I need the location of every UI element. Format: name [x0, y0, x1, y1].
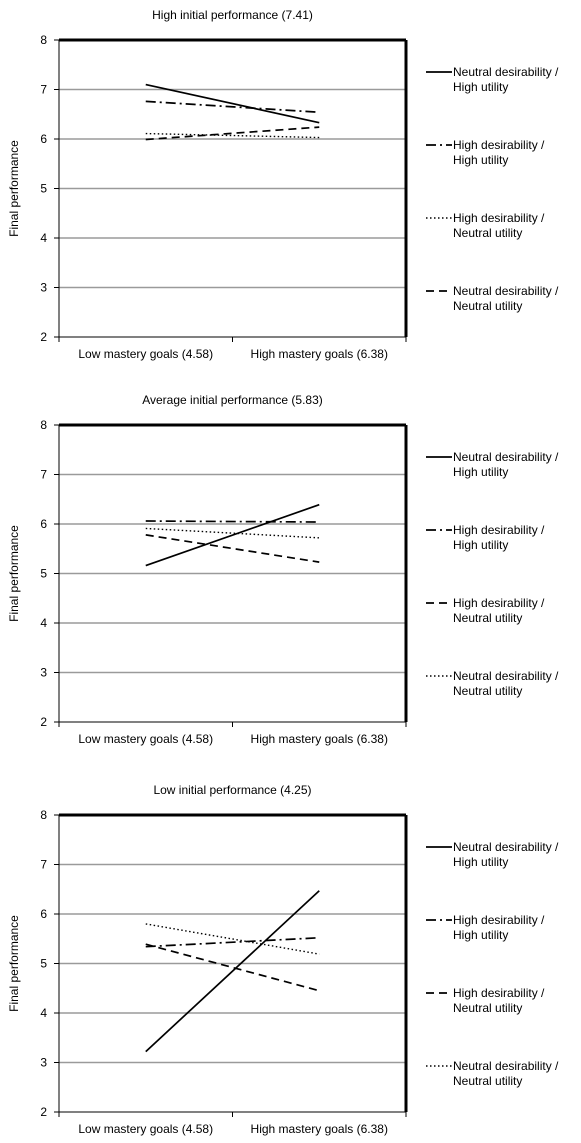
- y-tick-label: 2: [40, 330, 47, 344]
- series-line-high-desirability-neutral-utility-dashed: [145, 943, 320, 992]
- chart-panel-2: Average initial performance (5.83) Final …: [7, 393, 559, 746]
- y-tick-label: 3: [40, 1056, 47, 1070]
- series-line-high-desirability-high-utility-dashdot: [145, 100, 320, 114]
- y-tick-label: 5: [40, 957, 47, 971]
- series-line-high-desirability-neutral-utility-dashed: [145, 534, 320, 563]
- legend-label: Neutral desirability / Neutral utility: [453, 669, 559, 698]
- chart-title: Average initial performance (5.83): [142, 393, 323, 407]
- legend-label: Neutral desirability / Neutral utility: [453, 1059, 559, 1088]
- y-tick-label: 7: [40, 83, 47, 97]
- series-line-neutral-desirability-high-utility-solid: [145, 83, 320, 124]
- series-line-neutral-desirability-neutral-utility-dotted: [145, 923, 320, 955]
- x-category-label: Low mastery goals (4.58): [78, 1122, 213, 1136]
- legend-label: Neutral desirability / High utility: [453, 450, 559, 479]
- y-axis-label: Final performance: [7, 140, 21, 237]
- y-tick-label: 2: [40, 1105, 47, 1119]
- x-category-label: Low mastery goals (4.58): [78, 732, 213, 746]
- legend-label: High desirability / Neutral utility: [453, 211, 545, 240]
- legend-label: High desirability / Neutral utility: [453, 986, 545, 1015]
- chart-title: Low initial performance (4.25): [153, 783, 311, 797]
- x-category-label: High mastery goals (6.38): [251, 732, 388, 746]
- x-category-label: High mastery goals (6.38): [251, 347, 388, 361]
- y-tick-label: 4: [40, 616, 47, 630]
- y-tick-label: 6: [40, 132, 47, 146]
- y-tick-label: 8: [40, 33, 47, 47]
- y-tick-label: 2: [40, 715, 47, 729]
- y-tick-label: 3: [40, 666, 47, 680]
- series-line-neutral-desirability-high-utility-solid: [145, 503, 320, 567]
- series-line-high-desirability-neutral-utility-dotted: [145, 132, 320, 139]
- y-tick-label: 6: [40, 907, 47, 921]
- y-axis-label: Final performance: [7, 915, 21, 1012]
- legend-label: High desirability / High utility: [453, 523, 545, 552]
- y-axis-label: Final performance: [7, 525, 21, 622]
- y-tick-label: 3: [40, 281, 47, 295]
- chart-title: High initial performance (7.41): [152, 8, 313, 22]
- legend-label: High desirability / Neutral utility: [453, 596, 545, 625]
- series-line-high-desirability-high-utility-dashdot: [145, 520, 320, 523]
- y-tick-label: 5: [40, 567, 47, 581]
- y-tick-label: 7: [40, 858, 47, 872]
- legend-label: Neutral desirability / Neutral utility: [453, 284, 559, 313]
- chart-panel-1: High initial performance (7.41) Final per…: [7, 8, 559, 361]
- y-tick-label: 8: [40, 418, 47, 432]
- y-tick-label: 7: [40, 468, 47, 482]
- y-tick-label: 4: [40, 231, 47, 245]
- series-line-neutral-desirability-neutral-utility-dashed: [145, 126, 320, 141]
- chart-panel-3: Low initial performance (4.25) Final perf…: [7, 783, 559, 1136]
- series-line-neutral-desirability-neutral-utility-dotted: [145, 527, 320, 539]
- legend-label: High desirability / High utility: [453, 138, 545, 167]
- x-category-label: Low mastery goals (4.58): [78, 347, 213, 361]
- y-tick-label: 5: [40, 182, 47, 196]
- y-tick-label: 6: [40, 517, 47, 531]
- y-tick-label: 4: [40, 1006, 47, 1020]
- y-tick-label: 8: [40, 808, 47, 822]
- legend-label: Neutral desirability / High utility: [453, 65, 559, 94]
- legend-label: Neutral desirability / High utility: [453, 840, 559, 869]
- series-line-high-desirability-high-utility-dashdot: [145, 936, 320, 948]
- series-line-neutral-desirability-high-utility-solid: [145, 890, 320, 1053]
- x-category-label: High mastery goals (6.38): [251, 1122, 388, 1136]
- legend-label: High desirability / High utility: [453, 913, 545, 942]
